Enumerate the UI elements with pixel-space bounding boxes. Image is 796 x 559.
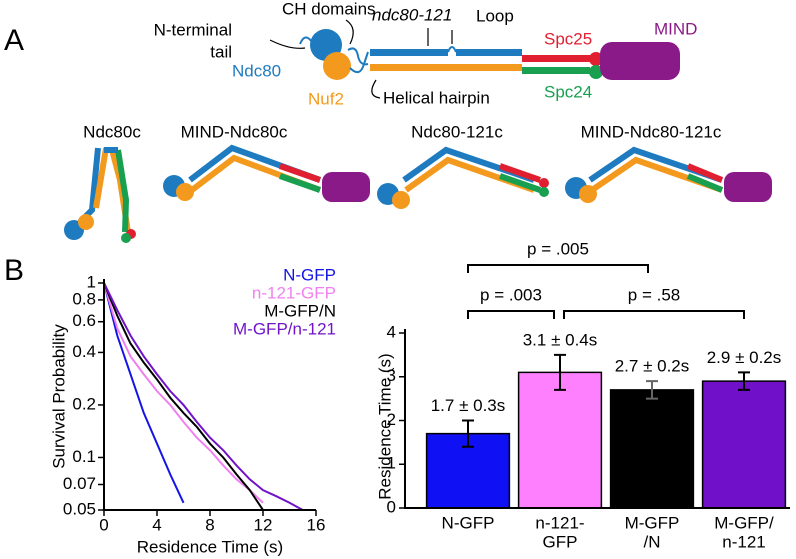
y-tick-label: 0.8	[72, 289, 96, 308]
y-tick-label: 0.2	[72, 394, 96, 413]
value-label: 2.9 ± 0.2s	[707, 348, 782, 367]
y-tick-label: 0.07	[63, 474, 96, 493]
error-bar	[738, 371, 750, 391]
y-tick-label: 0.1	[72, 447, 96, 466]
significance-bracket	[467, 310, 555, 319]
y-tick-label: 0	[387, 497, 396, 516]
axis	[404, 329, 790, 509]
diagram-label: N-terminal	[154, 20, 232, 39]
significance-label: p = .005	[527, 239, 589, 258]
y-axis-label: Survival Probability	[49, 324, 68, 469]
diagram-label: Spc24	[544, 82, 592, 101]
y-tick-label: 0.05	[63, 499, 96, 518]
diagram-label: Spc25	[544, 29, 592, 48]
diagram-label: Nuf2	[308, 89, 344, 108]
error-bar	[462, 419, 474, 448]
legend-entry: N-GFP	[283, 265, 336, 284]
x-tick-label: n-121-	[535, 513, 584, 532]
y-tick-label: 1	[387, 454, 396, 473]
y-axis-label: Residence Time (s)	[375, 353, 394, 499]
error-bar	[646, 380, 658, 400]
x-tick-label: M-GFP/	[714, 513, 774, 532]
x-axis-label: Residence Time (s)	[137, 537, 283, 556]
value-label: 2.7 ± 0.2s	[615, 357, 690, 376]
x-tick-label: 12	[254, 515, 273, 534]
value-label: 1.7 ± 0.3s	[431, 396, 506, 415]
significance-bracket	[467, 264, 649, 273]
axis	[103, 279, 316, 511]
significance-label: p = .003	[480, 285, 542, 304]
diagram-label: ndc80-121	[372, 5, 452, 24]
x-tick-label: /N	[644, 532, 661, 551]
x-tick-label: GFP	[543, 532, 578, 551]
diagram-label: MIND	[654, 19, 697, 38]
significance-label: p = .58	[628, 285, 680, 304]
bar	[701, 380, 787, 509]
legend-entry: M-GFP/n-121	[233, 319, 336, 338]
x-tick-label: 16	[307, 515, 326, 534]
survival-curve	[103, 282, 264, 504]
y-tick-label: 3	[387, 366, 396, 385]
value-label: 3.1 ± 0.4s	[523, 330, 598, 349]
significance-bracket	[563, 310, 745, 319]
diagram-label: CH domains	[282, 0, 376, 18]
diagram-label: Ndc80	[232, 61, 281, 80]
x-tick-label: M-GFP	[625, 513, 680, 532]
y-tick-label: 0.6	[72, 311, 96, 330]
diagram-label: tail	[210, 42, 232, 61]
diagram-label: Loop	[476, 6, 514, 25]
complex-shapes	[64, 144, 772, 243]
construct-diagram	[269, 19, 680, 99]
x-tick-label: 4	[152, 515, 161, 534]
y-tick-label: 4	[387, 322, 396, 341]
complex-label: MIND-Ndc80c	[181, 122, 288, 141]
complex-label: Ndc80c	[83, 122, 141, 141]
y-tick-label: 1	[87, 272, 96, 291]
survival-curve	[103, 282, 264, 511]
y-tick-label: 2	[387, 410, 396, 429]
y-tick-label: 0.4	[72, 342, 96, 361]
legend-entry: n-121-GFP	[252, 283, 336, 302]
complex-label: MIND-Ndc80-121c	[581, 122, 722, 141]
error-bar	[554, 353, 566, 391]
bar	[517, 371, 603, 509]
survival-curve	[103, 282, 304, 511]
legend-entry: M-GFP/N	[264, 301, 336, 320]
x-tick-label: N-GFP	[442, 513, 495, 532]
bar	[609, 389, 695, 509]
complex-label: Ndc80-121c	[411, 122, 503, 141]
x-tick-label: n-121	[722, 532, 765, 551]
x-tick-label: 0	[99, 515, 108, 534]
x-tick-label: 8	[205, 515, 214, 534]
survival-curve	[103, 282, 185, 504]
panel-label: B	[4, 254, 24, 287]
diagram-label: Helical hairpin	[383, 88, 490, 107]
panel-label: A	[4, 24, 24, 57]
